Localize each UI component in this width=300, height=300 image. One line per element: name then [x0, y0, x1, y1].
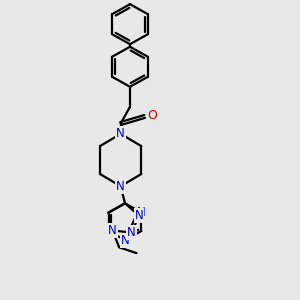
Text: N: N	[127, 226, 136, 239]
Text: N: N	[116, 180, 125, 193]
Text: N: N	[121, 234, 129, 247]
Text: N: N	[116, 128, 125, 140]
Text: O: O	[147, 109, 157, 122]
Text: N: N	[135, 209, 143, 222]
Text: N: N	[108, 224, 117, 237]
Text: N: N	[137, 206, 146, 219]
